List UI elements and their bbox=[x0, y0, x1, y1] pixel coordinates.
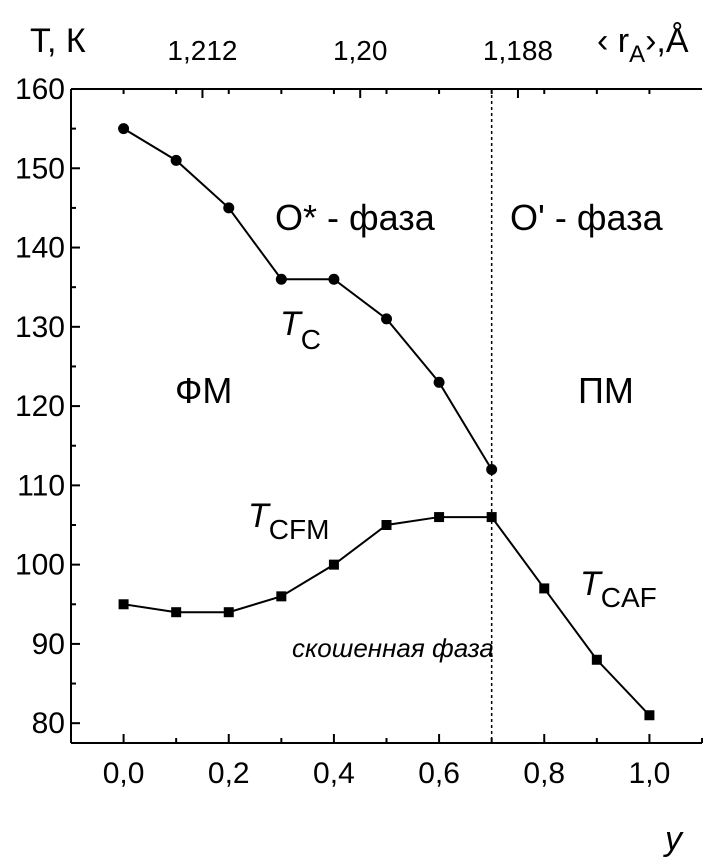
y-axis-title: T, К bbox=[30, 22, 86, 60]
x-tick-label: 0,4 bbox=[313, 757, 355, 790]
y-tick-label: 140 bbox=[15, 232, 65, 265]
top-axis-title-prefix: ‹ r bbox=[597, 22, 629, 60]
x-tick-label: 0,6 bbox=[418, 757, 460, 790]
series-1-point bbox=[486, 464, 498, 476]
phase-o-star-label: О* - фаза bbox=[275, 197, 436, 238]
series-2-point bbox=[328, 559, 339, 570]
y-axis: 80 90 100 110 120 130 140 150 160 bbox=[15, 73, 80, 740]
series-1-point bbox=[275, 273, 287, 285]
y-tick-label: 90 bbox=[32, 628, 65, 661]
tc-label: TC bbox=[280, 305, 321, 355]
tcfm-label: TCFM bbox=[248, 497, 329, 545]
y-tick-label: 160 bbox=[15, 73, 65, 106]
tcfm-label-sub: CFM bbox=[269, 514, 330, 545]
series-2-point bbox=[539, 583, 550, 594]
ferromagnetic-label: ФМ bbox=[175, 370, 232, 411]
series-2-point bbox=[171, 607, 182, 618]
series-2-point bbox=[381, 520, 392, 530]
series-2-line bbox=[123, 516, 651, 716]
series-2-point bbox=[223, 607, 234, 618]
series-2-point bbox=[276, 591, 287, 602]
series-1-point bbox=[223, 202, 235, 214]
tc-label-main: T bbox=[280, 305, 303, 343]
x-axis-title: y bbox=[663, 820, 684, 858]
y-tick-label: 130 bbox=[15, 311, 65, 344]
series-1-point bbox=[328, 273, 340, 285]
tcaf-label: TCAF bbox=[580, 565, 657, 613]
series-1-point bbox=[433, 376, 445, 388]
top-tick-label: 1,188 bbox=[483, 35, 553, 66]
top-axis: 1,212 1,20 1,188 bbox=[122, 35, 651, 98]
series-2-point bbox=[434, 512, 445, 523]
tc-label-sub: C bbox=[301, 324, 321, 355]
top-axis-title-sub: A bbox=[629, 41, 645, 68]
canted-phase-label: скошенная фаза bbox=[292, 633, 494, 663]
paramagnetic-label: ПМ bbox=[578, 370, 634, 411]
phase-o-prime-label: О' - фаза bbox=[510, 197, 664, 238]
x-tick-label: 1,0 bbox=[629, 757, 671, 790]
series-2-point bbox=[644, 710, 655, 721]
series-2-point bbox=[486, 512, 497, 523]
x-tick-label: 0,2 bbox=[208, 757, 250, 790]
y-tick-label: 110 bbox=[17, 469, 65, 502]
y-tick-label: 120 bbox=[15, 390, 65, 423]
series-1-line bbox=[123, 127, 493, 471]
x-tick-label: 0,8 bbox=[523, 757, 565, 790]
top-tick-label: 1,20 bbox=[333, 35, 388, 66]
top-axis-title: ‹ rA›,Å bbox=[597, 22, 689, 68]
x-axis: 0,0 0,2 0,4 0,6 0,8 1,0 bbox=[70, 734, 703, 790]
top-axis-title-suffix: ›,Å bbox=[645, 22, 689, 60]
series-1-point bbox=[118, 123, 130, 135]
series-2-point bbox=[118, 599, 129, 610]
tcaf-label-sub: CAF bbox=[601, 582, 657, 613]
x-tick-label: 0,0 bbox=[103, 757, 145, 790]
tcaf-label-main: T bbox=[580, 565, 603, 603]
series-group bbox=[118, 123, 655, 721]
series-1-point bbox=[381, 313, 392, 325]
tcfm-label-main: T bbox=[248, 497, 271, 535]
top-tick-label: 1,212 bbox=[167, 35, 237, 66]
series-2-point bbox=[591, 654, 602, 665]
y-tick-label: 100 bbox=[15, 549, 65, 582]
y-tick-label: 80 bbox=[32, 707, 65, 740]
y-tick-label: 150 bbox=[15, 152, 65, 185]
series-1-point bbox=[170, 154, 182, 166]
